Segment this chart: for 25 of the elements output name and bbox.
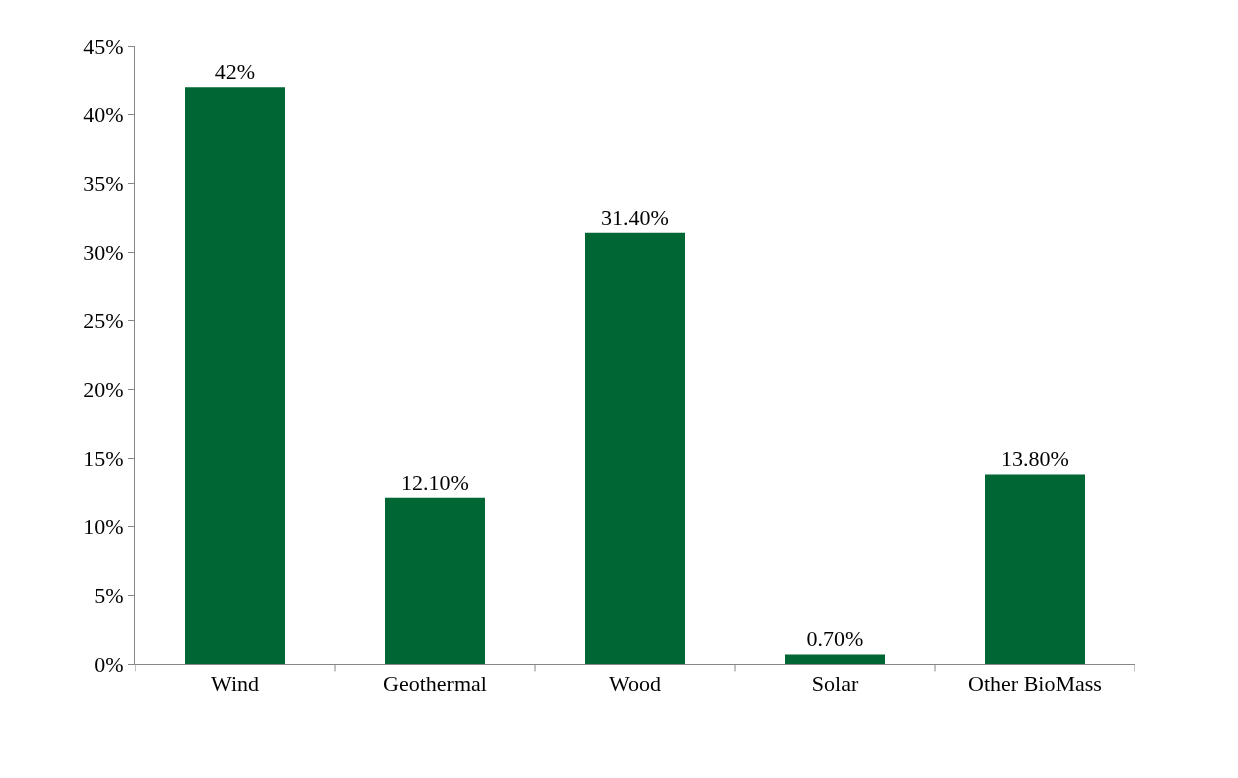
bar xyxy=(585,232,685,664)
y-tick-label: 45% xyxy=(83,33,124,59)
bar xyxy=(385,497,485,664)
y-tick-label: 10% xyxy=(83,514,124,540)
y-tick-label: 25% xyxy=(83,308,124,334)
data-label: 42% xyxy=(214,59,256,85)
bar xyxy=(785,654,885,664)
y-tick-label: 15% xyxy=(83,445,124,471)
y-tick-label: 5% xyxy=(94,583,124,609)
y-tick-label: 0% xyxy=(94,651,124,677)
x-tick-label: Solar xyxy=(811,671,859,697)
x-tick-label: Wood xyxy=(608,671,662,697)
data-label: 13.80% xyxy=(1001,446,1069,472)
bar xyxy=(185,87,285,664)
x-tick-label: Wind xyxy=(211,671,259,697)
data-label: 0.70% xyxy=(806,626,864,652)
data-label: 12.10% xyxy=(401,469,469,495)
y-tick-label: 20% xyxy=(83,377,124,403)
y-tick-label: 40% xyxy=(83,102,124,128)
y-tick-label: 35% xyxy=(83,171,124,197)
bar xyxy=(985,474,1085,664)
x-tick-label: Geothermal xyxy=(383,671,487,697)
y-tick-label: 30% xyxy=(83,239,124,265)
data-label: 31.40% xyxy=(601,204,669,230)
x-tick-label: Other BioMass xyxy=(968,671,1102,697)
